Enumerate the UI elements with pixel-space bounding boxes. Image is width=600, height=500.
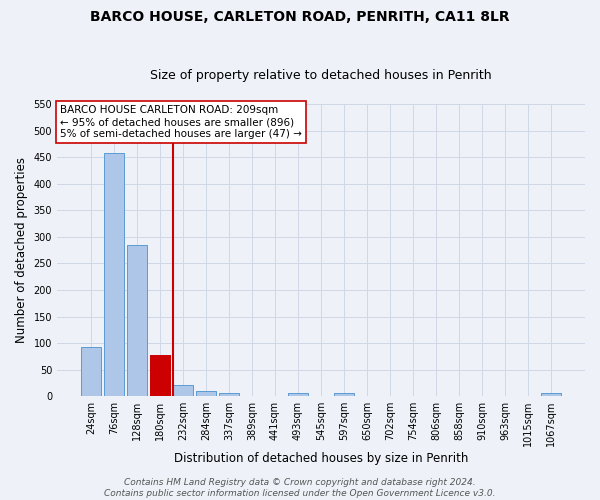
- Bar: [288, 393, 308, 396]
- Bar: [541, 393, 561, 396]
- Text: Contains HM Land Registry data © Crown copyright and database right 2024.
Contai: Contains HM Land Registry data © Crown c…: [104, 478, 496, 498]
- Text: BARCO HOUSE CARLETON ROAD: 209sqm
← 95% of detached houses are smaller (896)
5% : BARCO HOUSE CARLETON ROAD: 209sqm ← 95% …: [59, 106, 302, 138]
- Bar: [150, 355, 170, 396]
- Text: BARCO HOUSE, CARLETON ROAD, PENRITH, CA11 8LR: BARCO HOUSE, CARLETON ROAD, PENRITH, CA1…: [90, 10, 510, 24]
- Bar: [173, 384, 193, 396]
- Bar: [81, 347, 101, 396]
- Bar: [196, 391, 216, 396]
- Bar: [219, 393, 239, 396]
- X-axis label: Distribution of detached houses by size in Penrith: Distribution of detached houses by size …: [174, 452, 468, 465]
- Title: Size of property relative to detached houses in Penrith: Size of property relative to detached ho…: [150, 69, 492, 82]
- Bar: [127, 245, 146, 396]
- Bar: [150, 355, 170, 396]
- Y-axis label: Number of detached properties: Number of detached properties: [15, 157, 28, 343]
- Bar: [334, 393, 354, 396]
- Bar: [104, 153, 124, 396]
